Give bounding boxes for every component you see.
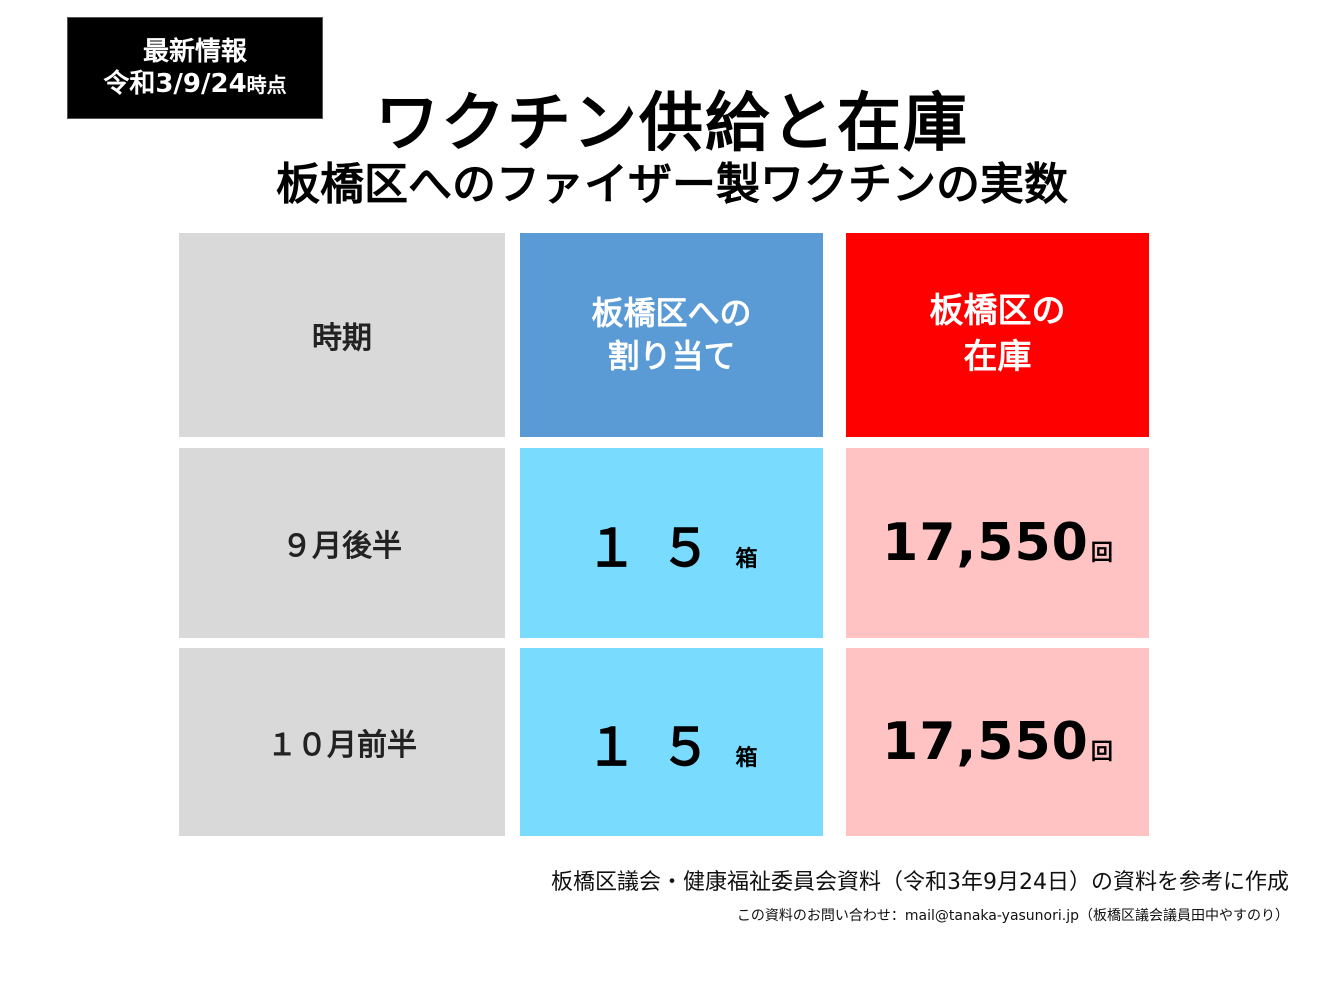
stock-cell: 17,550 回 (846, 448, 1149, 638)
page-title: ワクチン供給と在庫 (375, 87, 969, 161)
period-label: １０月前半 (267, 728, 417, 763)
header-period: 時期 (179, 233, 505, 437)
badge-title: 最新情報 (142, 36, 247, 67)
stock-cell: 17,550 回 (846, 648, 1149, 836)
allocation-value: １５ (585, 518, 734, 579)
header-period-label: 時期 (312, 321, 372, 356)
stock-unit: 回 (1090, 541, 1113, 566)
header-allocation-line1: 板橋区への (591, 293, 752, 332)
allocation-cell: １５ 箱 (520, 448, 823, 638)
table-row-period: ９月後半 (179, 448, 505, 638)
latest-info-badge: 最新情報 令和3/9/24時点 (67, 17, 323, 119)
header-allocation: 板橋区への 割り当て (520, 233, 823, 437)
stock-value: 17,550 (882, 513, 1089, 573)
header-allocation-line2: 割り当て (607, 337, 736, 375)
period-label: ９月後半 (282, 529, 402, 564)
stock-unit: 回 (1090, 740, 1113, 765)
badge-date-value: 令和3/9/24 (103, 69, 247, 99)
source-note: 板橋区議会・健康福祉委員会資料（令和3年9月24日）の資料を参考に作成 (551, 870, 1289, 895)
header-stock: 板橋区の 在庫 (846, 233, 1149, 437)
allocation-cell: １５ 箱 (520, 648, 823, 836)
header-stock-line2: 在庫 (963, 337, 1032, 377)
badge-date-suffix: 時点 (246, 73, 287, 97)
stock-value: 17,550 (882, 712, 1089, 772)
allocation-value: １５ (585, 717, 734, 778)
allocation-unit: 箱 (735, 745, 758, 771)
badge-date: 令和3/9/24時点 (68, 68, 322, 101)
header-stock-line1: 板橋区の (929, 291, 1066, 332)
contact-note: この資料のお問い合わせ：mail@tanaka-yasunori.jp（板橋区議… (736, 908, 1289, 924)
allocation-unit: 箱 (735, 546, 758, 572)
table-row-period: １０月前半 (179, 648, 505, 836)
page-subtitle: 板橋区へのファイザー製ワクチンの実数 (276, 159, 1068, 210)
